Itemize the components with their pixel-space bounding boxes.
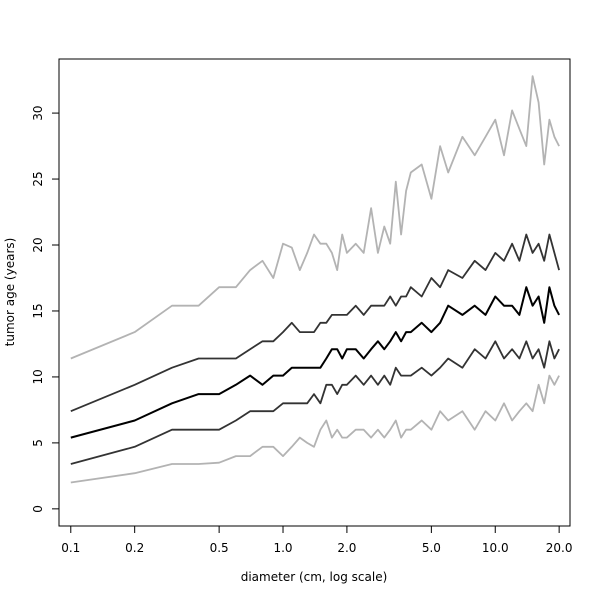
y-tick-label: 15 — [31, 303, 45, 318]
x-tick-label: 20.0 — [546, 541, 573, 555]
x-axis: 0.1 0.2 0.5 1.0 2.0 5.0 10.0 20.0 — [61, 525, 573, 555]
x-tick-label: 5.0 — [422, 541, 441, 555]
y-tick-label: 10 — [31, 369, 45, 384]
x-tick-label: 0.1 — [61, 541, 80, 555]
x-axis-title: diameter (cm, log scale) — [241, 570, 388, 584]
series-line-3 — [70, 286, 560, 439]
y-axis: 0 5 10 15 20 25 30 — [31, 105, 60, 513]
y-tick-label: 0 — [31, 505, 45, 513]
y-tick-label: 25 — [31, 171, 45, 186]
series-line-4 — [70, 340, 560, 465]
x-tick-label: 2.0 — [337, 541, 356, 555]
x-tick-label: 0.5 — [210, 541, 229, 555]
y-tick-label: 5 — [31, 439, 45, 447]
y-tick-label: 20 — [31, 237, 45, 252]
x-tick-label: 1.0 — [273, 541, 292, 555]
x-tick-label: 10.0 — [482, 541, 509, 555]
series-line-1 — [70, 75, 560, 360]
plot-box — [58, 58, 571, 527]
y-axis-title: tumor age (years) — [3, 238, 17, 347]
series-lines — [70, 75, 560, 484]
y-tick-label: 30 — [31, 105, 45, 120]
series-line-2 — [70, 233, 560, 413]
series-line-5 — [70, 374, 560, 484]
x-tick-label: 0.2 — [125, 541, 144, 555]
